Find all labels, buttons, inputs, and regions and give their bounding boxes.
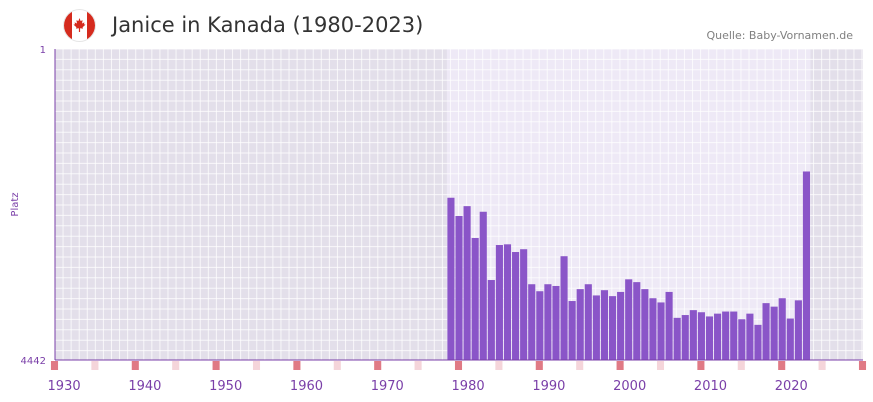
axis-marker-1989 <box>535 361 543 370</box>
axis-marker-2009 <box>697 361 705 370</box>
bar-2014 <box>738 319 746 360</box>
x-tick-label: 1940 <box>128 379 161 394</box>
bar-2015 <box>746 313 754 360</box>
x-tick-label: 1970 <box>371 379 404 394</box>
bar-1987 <box>520 249 528 360</box>
axis-marker-1959 <box>293 361 301 370</box>
bar-2005 <box>665 291 673 360</box>
bar-2012 <box>722 311 730 360</box>
canada-flag-icon <box>64 10 95 41</box>
axis-marker-light-2004 <box>656 361 665 370</box>
y-axis-ticks: 1 4442 <box>21 45 46 367</box>
bar-2016 <box>754 324 762 360</box>
bar-2010 <box>705 316 714 360</box>
bar-1982 <box>479 211 487 360</box>
axis-marker-2019 <box>778 361 786 370</box>
bar-1978 <box>447 197 455 360</box>
bar-1981 <box>471 238 479 360</box>
bar-2018 <box>770 306 778 360</box>
bar-2009 <box>697 312 705 360</box>
bar-1991 <box>552 285 560 360</box>
x-tick-label: 1980 <box>452 379 485 394</box>
bar-2008 <box>689 310 697 360</box>
axis-marker-1929 <box>50 361 59 370</box>
axis-marker-1979 <box>454 361 463 370</box>
x-tick-label: 1950 <box>209 379 242 394</box>
y-tick-label: 4442 <box>21 356 46 367</box>
x-tick-label: 1930 <box>48 379 81 394</box>
y-tick-label: 1 <box>40 45 46 56</box>
bar-1980 <box>463 206 471 360</box>
bar-2004 <box>657 302 665 360</box>
bar-1983 <box>487 280 495 360</box>
bar-2007 <box>681 315 689 360</box>
x-tick-label: 1990 <box>532 379 565 394</box>
bar-2019 <box>778 298 786 360</box>
bar-2001 <box>633 282 641 360</box>
bar-2011 <box>714 313 722 360</box>
source-label: Quelle: Baby-Vornamen.de <box>706 29 853 42</box>
axis-marker-light-1974 <box>414 361 422 370</box>
axis-marker-light-1984 <box>495 361 503 370</box>
axis-marker-light-1994 <box>576 361 584 370</box>
x-axis-markers <box>50 361 867 370</box>
axis-marker-1939 <box>131 361 139 370</box>
chart-title: Janice in Kanada (1980-2023) <box>112 13 424 37</box>
bar-2000 <box>625 279 633 360</box>
bar-1998 <box>608 296 617 360</box>
bar-2022 <box>802 171 811 360</box>
bar-1990 <box>544 284 552 360</box>
bar-1989 <box>536 291 544 360</box>
bar-1996 <box>592 295 600 360</box>
bar-1999 <box>617 291 625 360</box>
axis-marker-1969 <box>374 361 382 370</box>
axis-marker-light-1954 <box>252 361 261 370</box>
axis-marker-light-2024 <box>818 361 826 370</box>
bar-1995 <box>584 284 592 360</box>
axis-marker-light-1964 <box>333 361 341 370</box>
bar-series <box>447 171 811 360</box>
bar-1985 <box>503 244 512 360</box>
x-axis-ticks: 1930 1940 1950 1960 1970 1980 1990 2000 2010 2020 <box>48 379 808 394</box>
bar-1979 <box>455 215 463 360</box>
axis-marker-1949 <box>212 361 220 370</box>
bar-2013 <box>730 311 738 360</box>
bar-1992 <box>560 256 568 360</box>
bar-2017 <box>762 303 770 360</box>
axis-marker-light-1934 <box>91 361 99 370</box>
bar-1994 <box>576 289 584 360</box>
x-tick-label: 2000 <box>613 379 646 394</box>
x-tick-label: 2020 <box>775 379 808 394</box>
bar-1984 <box>495 245 503 360</box>
bar-2003 <box>649 298 657 360</box>
bar-2002 <box>641 289 649 360</box>
y-axis-label: Platz <box>10 192 21 216</box>
bar-2021 <box>794 300 802 360</box>
bar-1988 <box>528 284 536 360</box>
axis-marker-2029 <box>858 361 867 370</box>
axis-marker-light-2014 <box>737 361 745 370</box>
x-tick-label: 1960 <box>290 379 323 394</box>
bar-1986 <box>512 252 520 360</box>
axis-marker-light-1944 <box>172 361 180 370</box>
bar-2020 <box>786 318 794 360</box>
bar-2006 <box>673 317 681 360</box>
x-tick-label: 2010 <box>694 379 727 394</box>
bar-1993 <box>568 301 576 360</box>
axis-marker-1999 <box>616 361 624 370</box>
bar-1997 <box>600 290 609 360</box>
